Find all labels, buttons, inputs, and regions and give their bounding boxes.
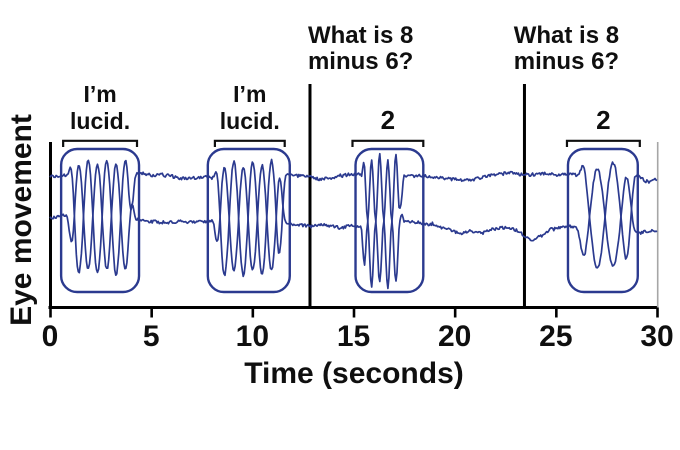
x-tick-label-20: 20	[437, 320, 472, 353]
signal-box	[206, 147, 291, 294]
signal-box-label-lucid-2: I’m lucid.	[219, 81, 280, 134]
signal-box-label-answer-2: 2	[596, 105, 611, 135]
question-label-1: What is 8 minus 6?	[307, 22, 414, 75]
x-tick-label-15: 15	[336, 320, 371, 353]
eye-movement-trace	[49, 159, 658, 283]
y-axis-label: Eye movement	[5, 114, 38, 326]
question-label-2: What is 8 minus 6?	[513, 22, 620, 75]
x-tick-label-0: 0	[41, 320, 59, 353]
signal-box-label-answer-1: 2	[380, 105, 396, 135]
signal-box	[354, 147, 425, 294]
label-bracket	[213, 139, 286, 147]
signal-box-label-lucid-1: I’m lucid.	[70, 81, 131, 134]
x-tick-label-25: 25	[539, 320, 573, 353]
eye-movement-trace	[49, 152, 658, 290]
x-tick-label-10: 10	[235, 320, 270, 353]
x-tick-label-5: 5	[142, 320, 160, 353]
x-axis-label: Time (seconds)	[244, 357, 464, 390]
label-bracket	[62, 139, 139, 147]
label-bracket	[565, 139, 641, 147]
label-bracket	[351, 139, 425, 147]
x-tick-label-30: 30	[640, 320, 674, 353]
signal-box	[566, 147, 639, 294]
